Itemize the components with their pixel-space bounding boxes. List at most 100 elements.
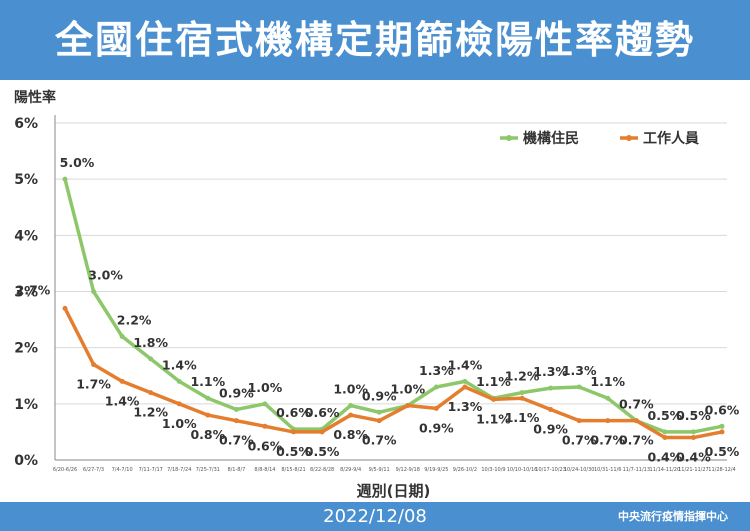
data-label: 1.8%: [133, 335, 168, 350]
x-tick-label: 11/7-11/13: [623, 467, 650, 473]
data-label: 1.3%: [533, 364, 568, 379]
data-label: 0.5%: [648, 408, 683, 423]
x-tick-label: 7/4-7/10: [112, 467, 133, 473]
data-label: 2.7%: [16, 282, 51, 297]
data-point: [176, 401, 182, 407]
x-tick-label: 10/3-10/9: [481, 467, 505, 473]
data-label: 0.9%: [419, 420, 454, 435]
data-label: 0.5%: [276, 444, 311, 459]
data-label: 1.0%: [248, 380, 283, 395]
data-point: [690, 435, 696, 441]
data-label: 0.7%: [619, 397, 654, 412]
x-tick-label: 8/29-9/4: [340, 467, 361, 473]
data-label: 1.0%: [162, 416, 197, 431]
data-point: [405, 403, 411, 409]
data-label: 5.0%: [60, 155, 95, 170]
x-tick-label: 8/1-8/7: [227, 467, 245, 473]
x-tick-label: 7/18-7/24: [167, 467, 191, 473]
series-line-0: [63, 177, 724, 434]
legend-label: 工作人員: [643, 130, 699, 147]
x-tick-label: 7/25-7/31: [196, 467, 220, 473]
x-tick-label: 10/17-10/23: [535, 467, 566, 473]
data-label: 0.6%: [705, 402, 740, 417]
data-point: [662, 435, 668, 441]
data-point: [576, 384, 582, 390]
data-point: [519, 390, 525, 396]
data-label: 1.4%: [162, 357, 197, 372]
data-point: [605, 418, 611, 424]
x-tick-label: 9/12-9/18: [396, 467, 420, 473]
data-point: [719, 423, 725, 429]
data-label: 0.5%: [705, 444, 740, 459]
series-line-1: [63, 306, 724, 440]
data-label: 1.1%: [476, 411, 511, 426]
x-tick-label: 9/5-9/11: [369, 467, 390, 473]
data-point: [262, 423, 268, 429]
data-label: 0.7%: [219, 433, 254, 448]
data-label: 0.9%: [533, 421, 568, 436]
data-point: [433, 384, 439, 390]
y-tick-label: 6%: [14, 116, 38, 132]
x-tick-label: 11/21-11/27: [678, 467, 709, 473]
data-label: 0.5%: [305, 444, 340, 459]
data-point: [205, 412, 211, 418]
data-point: [62, 305, 68, 311]
y-axis-label: 陽性率: [14, 89, 56, 106]
data-point: [233, 406, 239, 412]
data-point: [148, 390, 154, 396]
data-point: [376, 409, 382, 415]
data-label: 0.4%: [648, 450, 683, 465]
data-label: 1.1%: [505, 410, 540, 425]
data-point: [576, 418, 582, 424]
data-label: 0.6%: [305, 405, 340, 420]
y-tick-label: 4%: [14, 228, 38, 244]
x-tick-label: 10/24-10/30: [564, 467, 595, 473]
data-label: 0.8%: [190, 427, 225, 442]
data-label: 1.4%: [105, 393, 140, 408]
data-label: 0.7%: [362, 433, 397, 448]
data-point: [490, 396, 496, 402]
data-label: 0.7%: [590, 433, 625, 448]
data-point: [233, 418, 239, 424]
y-tick-label: 3%: [14, 285, 38, 301]
legend-marker: [506, 135, 512, 141]
data-label: 0.6%: [248, 438, 283, 453]
data-label: 0.9%: [219, 385, 254, 400]
data-point: [548, 406, 554, 412]
data-point: [319, 429, 325, 435]
x-tick-label: 6/20-6/26: [53, 467, 77, 473]
data-label: 1.7%: [76, 377, 111, 392]
data-point: [690, 429, 696, 435]
title-band: [0, 0, 750, 80]
data-label: 1.4%: [448, 357, 483, 372]
data-label: 1.2%: [505, 369, 540, 384]
data-label: 1.3%: [562, 363, 597, 378]
page-title: 全國住宿式機構定期篩檢陽性率趨勢: [54, 18, 695, 62]
x-tick-label: 8/15-8/21: [281, 467, 305, 473]
data-point: [719, 429, 725, 435]
data-point: [662, 429, 668, 435]
data-point: [291, 429, 297, 435]
data-label: 0.8%: [333, 427, 368, 442]
data-label: 3.0%: [88, 268, 123, 283]
data-point: [91, 289, 97, 294]
data-label: 0.7%: [619, 433, 654, 448]
data-point: [519, 395, 525, 401]
x-tick-label: 9/26-10/2: [453, 467, 477, 473]
x-tick-label: 10/31-11/6: [594, 467, 621, 473]
x-tick-label: 7/11-7/17: [139, 467, 163, 473]
data-point: [633, 418, 639, 424]
data-label: 0.7%: [562, 433, 597, 448]
data-point: [348, 412, 354, 418]
data-label: 0.4%: [676, 450, 711, 465]
footer-band: [0, 502, 750, 531]
x-tick-label: 11/14-11/20: [650, 467, 681, 473]
legend-marker: [626, 135, 632, 141]
data-label: 0.9%: [362, 388, 397, 403]
data-point: [62, 176, 68, 182]
data-point: [433, 405, 439, 411]
data-point: [262, 401, 268, 407]
data-label: 1.3%: [448, 399, 483, 414]
data-label: 0.6%: [276, 405, 311, 420]
x-tick-label: 8/22-8/28: [310, 467, 334, 473]
